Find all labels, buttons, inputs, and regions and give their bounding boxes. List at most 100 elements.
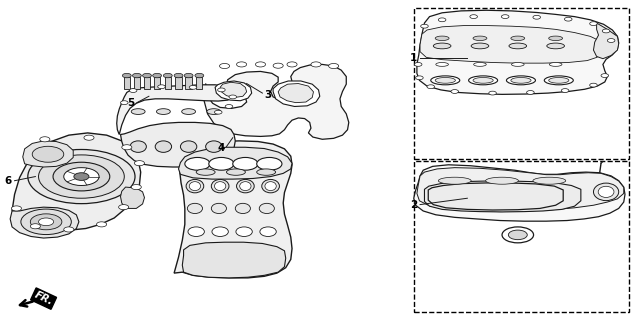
Ellipse shape (155, 141, 172, 152)
Circle shape (219, 63, 229, 68)
Circle shape (439, 18, 446, 22)
Circle shape (273, 63, 283, 68)
Circle shape (123, 73, 131, 78)
Polygon shape (121, 187, 145, 208)
Ellipse shape (547, 43, 564, 49)
Bar (414, 161, 629, 312)
Ellipse shape (485, 177, 518, 184)
Circle shape (427, 85, 435, 89)
Ellipse shape (189, 182, 200, 191)
Circle shape (602, 29, 610, 33)
Ellipse shape (468, 76, 497, 85)
Circle shape (64, 227, 74, 232)
Circle shape (11, 206, 21, 211)
Circle shape (40, 137, 50, 142)
Polygon shape (414, 165, 625, 221)
Circle shape (508, 230, 527, 240)
Ellipse shape (511, 62, 524, 66)
Ellipse shape (259, 203, 274, 213)
Polygon shape (417, 10, 619, 94)
Circle shape (561, 89, 569, 92)
Text: 3: 3 (264, 90, 272, 100)
Circle shape (133, 73, 142, 78)
Ellipse shape (549, 77, 569, 83)
Ellipse shape (473, 36, 487, 41)
Bar (414, 8, 629, 159)
Polygon shape (204, 64, 349, 139)
Ellipse shape (181, 109, 195, 115)
Ellipse shape (549, 62, 562, 66)
Circle shape (30, 214, 62, 230)
Bar (196, 76, 202, 89)
Polygon shape (220, 82, 246, 98)
Circle shape (287, 62, 297, 67)
Circle shape (257, 157, 282, 170)
Circle shape (311, 62, 321, 67)
Polygon shape (417, 168, 624, 212)
Bar (185, 76, 191, 89)
Ellipse shape (214, 182, 226, 191)
Circle shape (526, 91, 534, 94)
Polygon shape (10, 207, 79, 238)
Ellipse shape (180, 141, 197, 152)
Ellipse shape (211, 180, 229, 193)
Polygon shape (178, 147, 292, 179)
Ellipse shape (506, 76, 535, 85)
Ellipse shape (186, 180, 204, 193)
Bar (124, 76, 130, 89)
Ellipse shape (511, 77, 531, 83)
Ellipse shape (599, 186, 614, 197)
Circle shape (195, 73, 204, 78)
Circle shape (185, 157, 210, 170)
Ellipse shape (236, 227, 252, 236)
Ellipse shape (549, 36, 562, 41)
Circle shape (158, 85, 166, 89)
Circle shape (119, 204, 129, 210)
Circle shape (122, 145, 132, 150)
Ellipse shape (187, 203, 202, 213)
Circle shape (236, 62, 246, 67)
Circle shape (590, 22, 597, 26)
Ellipse shape (473, 77, 493, 83)
Circle shape (130, 89, 137, 92)
Circle shape (164, 73, 173, 78)
Ellipse shape (439, 177, 471, 184)
Circle shape (329, 63, 339, 68)
Circle shape (255, 62, 265, 67)
Circle shape (32, 146, 64, 162)
Polygon shape (12, 133, 141, 230)
Circle shape (415, 62, 422, 66)
Circle shape (189, 85, 197, 89)
Circle shape (233, 157, 258, 170)
Ellipse shape (473, 62, 486, 66)
Circle shape (564, 17, 572, 21)
Circle shape (135, 161, 145, 166)
Ellipse shape (434, 43, 451, 49)
Circle shape (131, 185, 142, 190)
Circle shape (225, 105, 233, 108)
Polygon shape (182, 242, 286, 278)
Circle shape (601, 74, 609, 77)
Ellipse shape (131, 109, 145, 115)
Circle shape (451, 90, 459, 93)
Circle shape (590, 83, 597, 87)
Circle shape (53, 162, 110, 191)
Ellipse shape (436, 62, 449, 66)
Circle shape (64, 168, 99, 186)
Ellipse shape (226, 169, 245, 175)
Polygon shape (117, 85, 235, 134)
Circle shape (470, 15, 477, 19)
Bar (175, 76, 181, 89)
Ellipse shape (533, 177, 566, 184)
Ellipse shape (544, 76, 573, 85)
Text: 5: 5 (127, 98, 135, 108)
Ellipse shape (196, 169, 215, 175)
Bar (165, 76, 171, 89)
Circle shape (607, 39, 615, 43)
Circle shape (74, 173, 89, 180)
Polygon shape (23, 141, 73, 167)
Text: 6: 6 (5, 176, 12, 186)
Ellipse shape (511, 36, 525, 41)
Bar (134, 76, 140, 89)
Circle shape (214, 110, 222, 114)
